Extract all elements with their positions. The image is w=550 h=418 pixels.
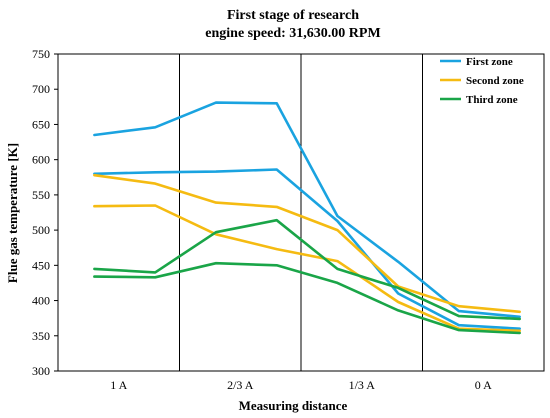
series-line-5 — [93, 218, 522, 321]
series-line-1 — [93, 101, 522, 319]
series-line-3 — [93, 173, 522, 314]
x-tick-label: 2/3 A — [227, 378, 254, 392]
legend: First zone Second zone Third zone — [440, 56, 524, 106]
y-tick-label: 650 — [32, 117, 50, 131]
x-axis-label: Measuring distance — [239, 398, 348, 413]
y-tick-label: 450 — [32, 258, 50, 272]
y-tick-label: 550 — [32, 188, 50, 202]
y-tick-label: 500 — [32, 223, 50, 237]
series-line-4 — [93, 204, 522, 333]
y-tick-label: 400 — [32, 294, 50, 308]
x-axis: 1 A 2/3 A 1/3 A 0 A — [110, 378, 492, 392]
chart-subtitle: engine speed: 31,630.00 RPM — [205, 26, 380, 41]
series-line-6 — [93, 261, 522, 335]
series-layer — [93, 101, 522, 335]
y-tick-label: 300 — [32, 364, 50, 378]
chart-title: First stage of research — [227, 8, 359, 23]
x-tick-label: 0 A — [475, 378, 492, 392]
y-tick-label: 750 — [32, 47, 50, 61]
series-line-2 — [93, 168, 522, 331]
y-axis: 300 350 400 450 500 550 600 650 700 750 — [32, 47, 58, 378]
legend-label: Second zone — [466, 75, 524, 87]
y-axis-label: Flue gas temperature [K] — [5, 143, 20, 283]
x-tick-label: 1 A — [110, 378, 127, 392]
y-tick-label: 600 — [32, 153, 50, 167]
x-tick-label: 1/3 A — [349, 378, 376, 392]
y-tick-label: 700 — [32, 82, 50, 96]
legend-label: Third zone — [466, 94, 518, 106]
legend-label: First zone — [466, 56, 513, 68]
y-tick-label: 350 — [32, 329, 50, 343]
